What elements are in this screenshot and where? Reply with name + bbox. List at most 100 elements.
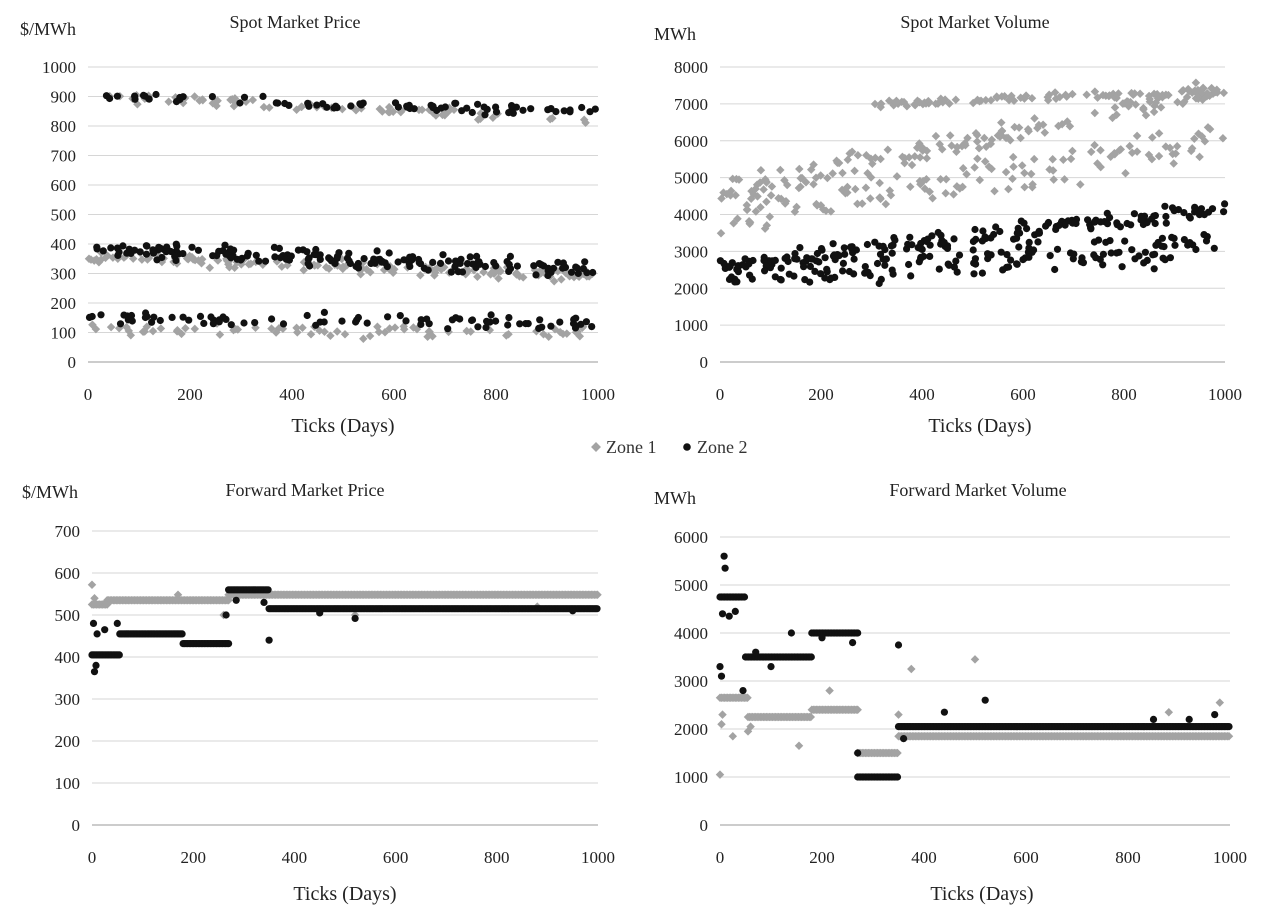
data-point-zone2 bbox=[808, 255, 816, 263]
data-point-zone2 bbox=[115, 651, 123, 659]
data-point-zone2 bbox=[400, 256, 408, 264]
data-point-zone1 bbox=[975, 175, 985, 185]
data-point-zone2 bbox=[236, 99, 244, 107]
data-point-zone2 bbox=[447, 268, 455, 276]
data-point-zone2 bbox=[567, 268, 576, 276]
x-tick-label: 1000 bbox=[1208, 385, 1242, 404]
data-point-zone2 bbox=[439, 251, 447, 259]
legend-zone1-marker bbox=[591, 442, 601, 452]
data-point-zone2 bbox=[516, 320, 524, 328]
data-point-zone2 bbox=[1221, 200, 1229, 208]
y-tick-label: 0 bbox=[700, 353, 709, 372]
y-tick-label: 7000 bbox=[674, 95, 708, 114]
x-tick-label: 400 bbox=[279, 385, 305, 404]
y-tick-label: 300 bbox=[55, 690, 81, 709]
data-point-zone2 bbox=[731, 278, 739, 286]
data-point-zone2 bbox=[583, 269, 591, 277]
data-point-zone2 bbox=[547, 322, 555, 330]
y-tick-label: 1000 bbox=[674, 316, 708, 335]
data-point-zone1 bbox=[949, 190, 958, 199]
data-point-zone2 bbox=[303, 248, 311, 256]
data-point-zone1 bbox=[373, 322, 382, 331]
data-point-zone2 bbox=[926, 252, 934, 260]
data-point-zone2 bbox=[1186, 239, 1194, 247]
data-point-zone2 bbox=[739, 687, 747, 695]
data-point-zone2 bbox=[1149, 715, 1158, 724]
data-point-zone2 bbox=[1130, 210, 1138, 218]
x-tick-label: 1000 bbox=[1213, 848, 1247, 867]
data-point-zone2 bbox=[752, 648, 760, 656]
data-point-zone2 bbox=[969, 246, 977, 254]
data-point-zone1 bbox=[766, 191, 776, 200]
data-point-zone2 bbox=[237, 256, 245, 264]
data-point-zone1 bbox=[894, 710, 903, 719]
data-point-zone1 bbox=[416, 270, 425, 280]
data-point-zone2 bbox=[519, 106, 527, 114]
data-point-zone1 bbox=[94, 258, 104, 267]
data-point-zone1 bbox=[1110, 103, 1120, 112]
data-point-zone2 bbox=[196, 312, 205, 320]
data-point-zone2 bbox=[761, 267, 769, 275]
data-point-zone2 bbox=[818, 634, 826, 642]
data-point-zone2 bbox=[429, 102, 437, 110]
data-point-zone1 bbox=[1020, 168, 1029, 178]
data-point-zone1 bbox=[970, 655, 980, 664]
data-point-zone2 bbox=[1180, 209, 1188, 217]
data-point-zone1 bbox=[1135, 89, 1145, 99]
data-point-zone2 bbox=[463, 104, 471, 112]
data-point-zone2 bbox=[821, 254, 829, 262]
x-tick-label: 200 bbox=[809, 848, 835, 867]
data-point-zone2 bbox=[734, 268, 743, 276]
data-point-zone2 bbox=[152, 90, 160, 99]
data-point-zone2 bbox=[535, 324, 543, 332]
data-point-zone2 bbox=[721, 564, 729, 572]
data-point-zone1 bbox=[1060, 175, 1069, 184]
data-point-zone1 bbox=[384, 102, 394, 112]
data-point-zone2 bbox=[866, 272, 874, 280]
y-tick-label: 700 bbox=[55, 522, 81, 541]
data-point-zone1 bbox=[148, 326, 158, 336]
data-point-zone1 bbox=[356, 270, 365, 279]
x-tick-label: 600 bbox=[1010, 385, 1036, 404]
data-point-zone2 bbox=[227, 321, 235, 329]
data-point-zone2 bbox=[338, 317, 346, 325]
y-tick-label: 0 bbox=[700, 816, 709, 835]
data-point-zone2 bbox=[1070, 250, 1078, 258]
plot-forward-volume: 0 1000 2000 3000 4000 5000 6000 0 200 400 600 800 10… bbox=[674, 528, 1247, 867]
data-point-zone1 bbox=[462, 326, 471, 336]
data-point-zone2 bbox=[481, 111, 489, 119]
data-point-zone2 bbox=[1042, 222, 1050, 230]
data-point-zone2 bbox=[320, 308, 328, 316]
data-point-zone2 bbox=[378, 257, 386, 266]
title-spot-volume: Spot Market Volume bbox=[900, 12, 1049, 32]
data-point-zone2 bbox=[403, 102, 411, 110]
data-point-zone2 bbox=[240, 93, 249, 101]
data-point-zone2 bbox=[771, 256, 779, 264]
data-point-zone2 bbox=[582, 318, 591, 326]
data-point-zone2 bbox=[1090, 238, 1098, 246]
data-point-zone2 bbox=[1171, 241, 1179, 249]
data-point-zone2 bbox=[396, 312, 404, 320]
data-point-zone1 bbox=[970, 163, 979, 172]
data-point-zone1 bbox=[1169, 159, 1178, 168]
data-point-zone2 bbox=[841, 250, 849, 258]
y-tick-label: 500 bbox=[51, 206, 77, 225]
data-point-zone1 bbox=[1008, 174, 1017, 183]
data-point-zone2 bbox=[981, 696, 989, 704]
legend: Zone 1 Zone 2 bbox=[591, 437, 747, 457]
data-point-zone1 bbox=[156, 324, 166, 333]
data-point-zone1 bbox=[259, 102, 269, 112]
data-point-zone1 bbox=[244, 260, 254, 269]
data-point-zone1 bbox=[931, 131, 941, 141]
data-point-zone1 bbox=[857, 199, 867, 208]
data-point-zone2 bbox=[1005, 263, 1013, 271]
data-point-zone2 bbox=[881, 261, 889, 269]
data-point-zone2 bbox=[402, 317, 410, 325]
x-tick-label: 0 bbox=[716, 385, 725, 404]
data-point-zone2 bbox=[934, 228, 942, 237]
data-point-zone2 bbox=[272, 99, 280, 107]
data-point-zone1 bbox=[292, 323, 301, 333]
panel-forward-volume: MWh Forward Market Volume Ticks (Days) 0… bbox=[654, 480, 1247, 905]
data-point-zone2 bbox=[474, 323, 482, 331]
data-point-zone2 bbox=[1013, 229, 1021, 237]
